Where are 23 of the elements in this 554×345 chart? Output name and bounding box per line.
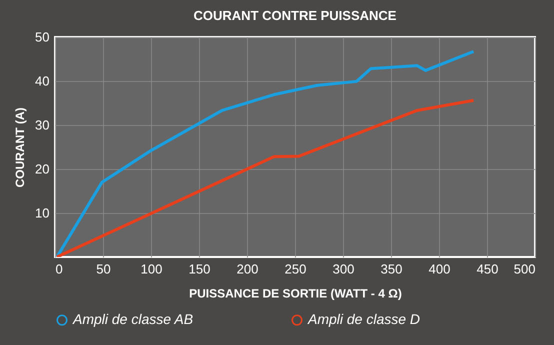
y-tick-label: 30 xyxy=(35,118,50,132)
line-series xyxy=(55,50,476,257)
line-series xyxy=(55,98,476,257)
x-tick-label: 450 xyxy=(476,262,498,276)
x-tick-label: 200 xyxy=(236,262,258,276)
x-tick-label: 500 xyxy=(514,262,536,276)
x-tick-label: 100 xyxy=(140,262,162,276)
x-tick-label: 300 xyxy=(332,262,354,276)
x-tick-label: 0 xyxy=(56,262,63,276)
chart-title: COURANT CONTRE PUISSANCE xyxy=(194,8,397,23)
x-tick-label: 150 xyxy=(188,262,210,276)
y-tick-label: 10 xyxy=(35,206,50,220)
y-tick-label: 40 xyxy=(35,74,50,88)
x-tick-label: 250 xyxy=(284,262,306,276)
y-tick-label: 20 xyxy=(35,162,50,176)
x-tick-label: 50 xyxy=(96,262,111,276)
y-tick-label: 50 xyxy=(35,30,50,44)
x-tick-label: 400 xyxy=(428,262,450,276)
y-axis-title: COURANT (A) xyxy=(13,108,28,188)
x-tick-label: 350 xyxy=(380,262,402,276)
legend-label: Ampli de classe D xyxy=(307,311,420,328)
x-axis-title: PUISSANCE DE SORTIE (WATT - 4 Ω) xyxy=(189,286,402,300)
legend-label: Ampli de classe AB xyxy=(72,311,194,328)
